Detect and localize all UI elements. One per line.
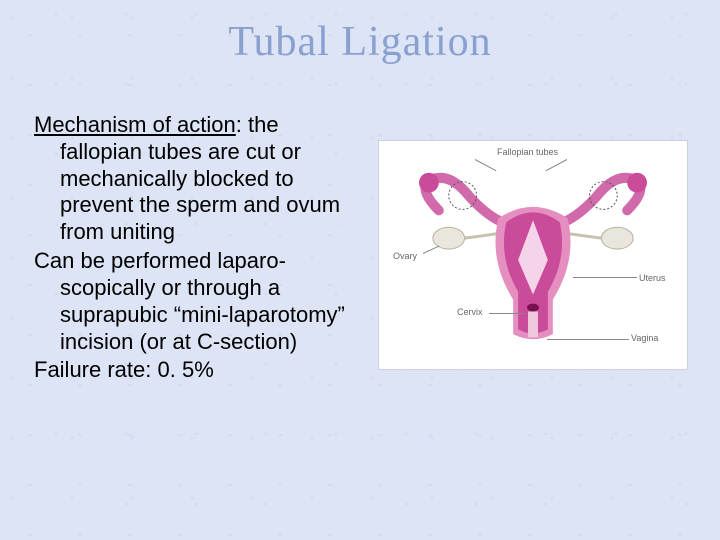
line-cervix <box>489 313 525 314</box>
paragraph-procedure: Can be performed laparo-scopically or th… <box>34 248 364 355</box>
anatomy-diagram: Fallopian tubes Ovary Uterus Cervix Vagi… <box>378 140 688 370</box>
paragraph-failure: Failure rate: 0. 5% <box>34 357 364 384</box>
line-uterus <box>573 277 637 278</box>
line-vagina <box>547 339 629 340</box>
body-text-column: Mechanism of action: the fallopian tubes… <box>34 112 364 386</box>
paragraph-mechanism: Mechanism of action: the fallopian tubes… <box>34 112 364 246</box>
label-uterus: Uterus <box>639 273 666 283</box>
page-title: Tubal Ligation <box>0 18 720 66</box>
label-fallopian: Fallopian tubes <box>497 147 558 157</box>
label-vagina: Vagina <box>631 333 658 343</box>
label-cervix: Cervix <box>457 307 483 317</box>
label-ovary: Ovary <box>393 251 417 261</box>
